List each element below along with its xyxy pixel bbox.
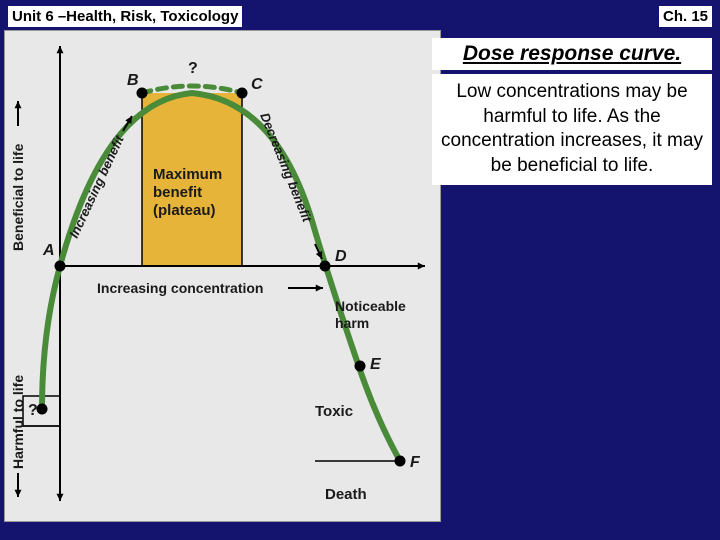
svg-text:?: ? [28,402,38,419]
svg-text:Increasing benefit: Increasing benefit [66,132,127,240]
svg-text:Decreasing benefit: Decreasing benefit [257,111,315,225]
diagram-svg: A B C D E F?? Maximumbenefit(plateau) Noticeabl… [5,31,440,521]
svg-text:E: E [370,356,382,373]
svg-text:?: ? [188,60,198,77]
diagram-title: Dose response curve. [432,38,712,70]
svg-text:benefit: benefit [153,184,202,201]
svg-text:F: F [410,454,421,471]
dose-response-diagram: A B C D E F?? Maximumbenefit(plateau) Noticeabl… [4,30,441,522]
svg-text:Increasing concentration: Increasing concentration [97,280,263,296]
unit-header: Unit 6 –Health, Risk, Toxicology [8,6,242,27]
svg-text:(plateau): (plateau) [153,202,216,219]
svg-text:Noticeable: Noticeable [335,298,406,314]
svg-text:C: C [251,76,263,93]
svg-text:Toxic: Toxic [315,403,353,420]
svg-text:D: D [335,248,347,265]
svg-text:B: B [127,72,139,89]
svg-text:A: A [42,242,55,259]
svg-text:harm: harm [335,315,369,331]
svg-text:Death: Death [325,486,367,503]
svg-text:Beneficial to life: Beneficial to life [10,143,26,251]
explanation-panel: Dose response curve. Low concentrations … [432,38,712,185]
svg-text:Harmful to life: Harmful to life [10,375,26,469]
svg-text:Maximum: Maximum [153,166,222,183]
diagram-body: Low concentrations may be harmful to lif… [432,74,712,185]
chapter-header: Ch. 15 [659,6,712,27]
